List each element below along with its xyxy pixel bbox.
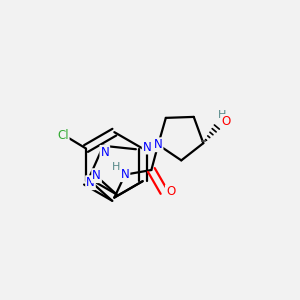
Text: N: N — [121, 168, 129, 181]
Text: O: O — [221, 115, 231, 128]
Text: O: O — [166, 185, 175, 198]
Text: N: N — [92, 169, 101, 182]
Text: N: N — [154, 138, 163, 151]
Text: N: N — [86, 176, 95, 189]
Text: N: N — [100, 146, 109, 159]
Text: H: H — [112, 162, 120, 172]
Text: H: H — [218, 110, 227, 121]
Text: Cl: Cl — [57, 129, 69, 142]
Text: N: N — [143, 140, 152, 154]
